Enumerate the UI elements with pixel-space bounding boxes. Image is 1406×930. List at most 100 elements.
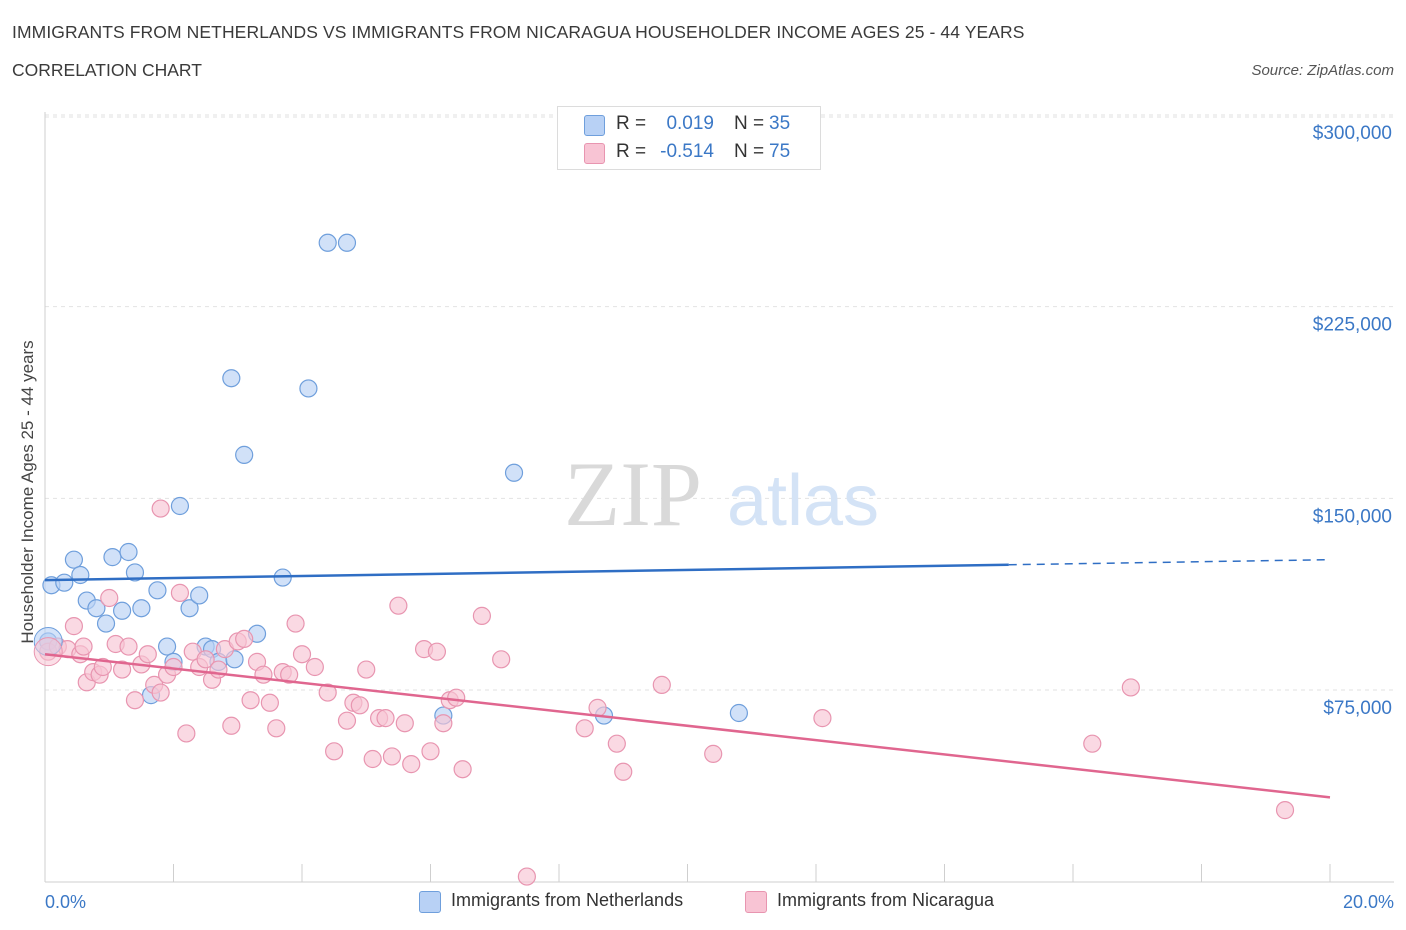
point-nicaragua-14	[125, 691, 145, 710]
point-nicaragua-55	[402, 755, 421, 774]
point-netherlands-8	[103, 548, 122, 567]
point-netherlands-10	[119, 542, 138, 562]
point-netherlands-4	[71, 565, 90, 585]
point-nicaragua-18	[151, 683, 170, 702]
point-netherlands-6	[87, 599, 106, 618]
data-points	[33, 233, 1295, 886]
point-nicaragua-74	[1121, 678, 1140, 697]
point-netherlands-32	[504, 463, 524, 482]
point-nicaragua-51	[376, 709, 395, 728]
point-nicaragua-26	[196, 650, 215, 669]
legend-r-label: R =	[616, 141, 647, 162]
point-nicaragua-67	[588, 698, 607, 717]
point-nicaragua-58	[427, 642, 447, 661]
point-nicaragua-73	[1083, 734, 1102, 753]
point-netherlands-15	[157, 637, 177, 656]
source-label: Source: ZipAtlas.com	[1251, 62, 1394, 79]
chart-subtitle: CORRELATION CHART	[12, 60, 202, 80]
legend-n-value: 75	[769, 141, 791, 162]
legend-n-label: N =	[734, 113, 765, 134]
point-nicaragua-16	[138, 645, 157, 664]
point-nicaragua-54	[395, 714, 414, 733]
grid-lines	[45, 114, 1394, 691]
point-netherlands-29	[318, 233, 337, 252]
point-netherlands-12	[132, 599, 151, 618]
watermark: ZIP atlas	[564, 443, 879, 545]
point-nicaragua-12	[112, 660, 132, 679]
point-nicaragua-57	[421, 742, 440, 761]
correlation-legend: R = 0.019 N = 35 R = -0.514 N = 75	[557, 106, 821, 170]
trend-netherlands	[44, 563, 1009, 582]
point-nicaragua-10	[100, 588, 119, 608]
point-nicaragua-23	[177, 724, 196, 743]
bottom-legend-nicaragua: Immigrants from Nicaragua	[745, 889, 1035, 915]
y-tick-label-3: $300,000	[1313, 123, 1392, 144]
legend-row-nicaragua: R = -0.514 N = 75	[558, 139, 820, 167]
point-nicaragua-65	[517, 867, 536, 886]
legend-n-value: 35	[769, 113, 791, 134]
point-netherlands-30	[337, 233, 357, 252]
legend-r-label: R =	[616, 113, 647, 134]
point-nicaragua-22	[170, 583, 190, 602]
point-nicaragua-39	[280, 665, 299, 684]
point-nicaragua-47	[350, 696, 369, 715]
point-nicaragua-43	[318, 683, 337, 702]
point-nicaragua-9	[93, 657, 112, 677]
point-nicaragua-33	[241, 691, 260, 710]
point-netherlands-7	[96, 614, 116, 633]
point-nicaragua-71	[704, 744, 723, 763]
point-nicaragua-68	[607, 734, 626, 753]
point-nicaragua-44	[325, 742, 344, 761]
nicaragua-swatch	[584, 143, 605, 164]
point-nicaragua-large	[33, 637, 63, 667]
point-netherlands-19	[190, 586, 209, 605]
trend-netherlands-extension	[1008, 558, 1331, 566]
point-nicaragua-28	[209, 660, 228, 679]
y-tick-label-1: $150,000	[1313, 506, 1392, 527]
point-nicaragua-42	[305, 657, 324, 677]
point-netherlands-2	[55, 573, 74, 592]
point-nicaragua-62	[453, 760, 472, 779]
point-nicaragua-49	[363, 749, 382, 769]
point-nicaragua-52	[382, 747, 402, 766]
point-nicaragua-30	[222, 716, 241, 735]
point-nicaragua-59	[434, 714, 453, 733]
netherlands-swatch	[584, 115, 605, 136]
point-netherlands-3	[64, 550, 84, 569]
point-nicaragua-41	[292, 645, 312, 664]
point-netherlands-18	[180, 599, 199, 618]
chart-title: IMMIGRANTS FROM NETHERLANDS VS IMMIGRANT…	[12, 22, 1025, 42]
point-netherlands-14	[148, 581, 167, 600]
point-netherlands-23	[222, 369, 241, 388]
point-nicaragua-72	[813, 709, 832, 728]
trend-nicaragua	[44, 652, 1331, 799]
bottom-legend-label: Immigrants from Netherlands	[451, 890, 684, 910]
point-nicaragua-40	[286, 614, 305, 633]
point-nicaragua-5	[74, 637, 93, 656]
point-nicaragua-48	[357, 660, 376, 679]
legend-n-label: N =	[734, 141, 765, 162]
point-netherlands-17	[170, 496, 190, 516]
y-tick-label-0: $75,000	[1323, 698, 1392, 719]
point-nicaragua-19	[151, 499, 170, 518]
point-nicaragua-61	[447, 688, 466, 707]
point-netherlands-34	[729, 703, 749, 723]
bottom-legend-netherlands: Immigrants from Netherlands	[419, 889, 719, 915]
trend-lines	[44, 558, 1331, 799]
y-tick-labels: $75,000 $150,000 $225,000 $300,000	[1313, 123, 1392, 719]
point-nicaragua-66	[575, 719, 594, 738]
x-tick-min: 0.0%	[45, 892, 87, 912]
point-nicaragua-45	[337, 711, 357, 730]
y-axis-label: Householder Income Ages 25 - 44 years	[18, 340, 37, 644]
axes	[44, 112, 1394, 883]
legend-r-value: 0.019	[666, 113, 714, 134]
point-nicaragua-75	[1275, 801, 1295, 820]
legend-r-value: -0.514	[660, 141, 714, 162]
watermark-atlas: atlas	[727, 461, 879, 541]
point-netherlands-9	[112, 601, 132, 620]
point-nicaragua-53	[389, 596, 408, 615]
point-nicaragua-63	[472, 606, 491, 625]
netherlands-legend-swatch	[419, 891, 441, 913]
nicaragua-legend-swatch	[745, 891, 767, 913]
